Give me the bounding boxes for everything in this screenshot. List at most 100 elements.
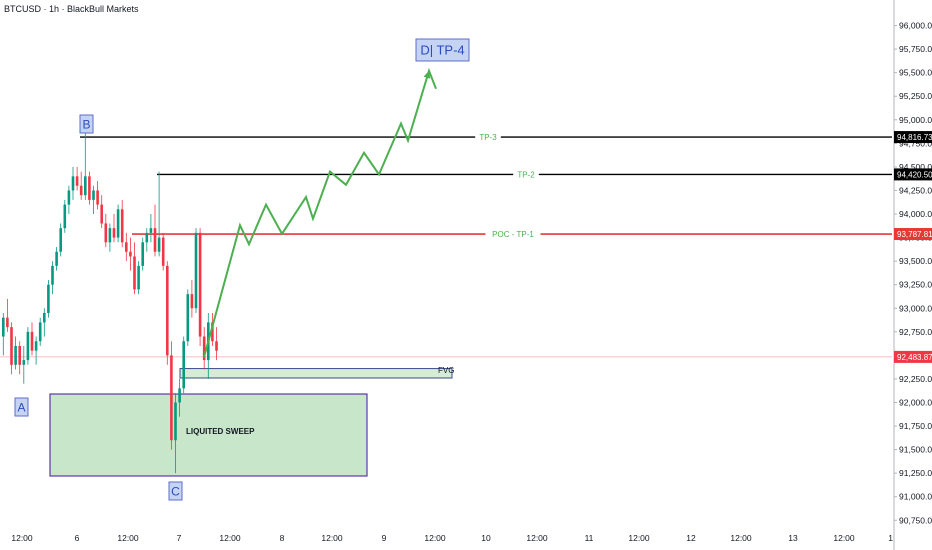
fvg-zone xyxy=(179,368,453,379)
candle-body xyxy=(170,355,173,441)
price-tick-label: 93,000.00 xyxy=(899,303,932,313)
candle-body xyxy=(84,176,87,196)
candle-body xyxy=(108,228,112,243)
candle-body xyxy=(55,251,58,266)
candle-body xyxy=(100,204,103,224)
price-tick-label: 92,000.00 xyxy=(899,397,932,407)
price-tag-tp-3 xyxy=(894,131,932,144)
candle-body xyxy=(34,341,38,351)
projection-path xyxy=(203,67,437,358)
candle-body xyxy=(10,327,13,365)
candle-body xyxy=(63,204,67,229)
current-price-tag xyxy=(894,350,932,363)
level-label-bg xyxy=(475,132,501,143)
point-label-a-box xyxy=(14,397,29,417)
zones-layer xyxy=(49,368,453,477)
candle-body xyxy=(59,228,62,252)
price-tick-label: 95,000.00 xyxy=(899,115,932,125)
candle-body xyxy=(14,345,17,365)
time-tick-label: 6 xyxy=(75,533,80,543)
price-tag-tp-2 xyxy=(894,168,932,181)
price-tag-text: 94,816.73 xyxy=(897,133,932,142)
liquidity-sweep-zone xyxy=(49,393,368,477)
current-price-tag-text: 92,483.87 xyxy=(897,353,932,362)
price-tick-label: 92,750.00 xyxy=(899,327,932,337)
candle-body xyxy=(166,265,169,356)
price-tick-label: 95,250.00 xyxy=(899,91,932,101)
price-tick-label: 94,750.00 xyxy=(899,138,932,148)
candle-body xyxy=(18,345,21,365)
candle-body xyxy=(149,228,153,233)
candle-body xyxy=(125,242,128,252)
time-tick-label: 7 xyxy=(177,533,182,543)
price-tick-label: 93,500.00 xyxy=(899,256,932,266)
point-label-c: C xyxy=(171,484,180,498)
candle-body xyxy=(215,341,218,351)
candle-body xyxy=(38,322,42,342)
time-tick-label: 13 xyxy=(788,533,798,543)
candle-body xyxy=(211,322,214,342)
candles-layer xyxy=(2,129,218,474)
candle-body xyxy=(182,341,185,389)
time-tick-label: 12:00 xyxy=(424,533,446,543)
point-label-a: A xyxy=(17,400,25,414)
price-tag-text: 94,420.50 xyxy=(897,170,932,179)
time-tick-label: 8 xyxy=(280,533,285,543)
labels-layer: A B C D| TP-4 FVG LIQUITED SWEEP xyxy=(14,38,470,501)
candle-body xyxy=(161,237,165,266)
level-label-tp-3: TP-3 xyxy=(479,133,497,142)
time-tick-label: 12:00 xyxy=(117,533,139,543)
price-tick-label: 96,000.00 xyxy=(899,21,932,31)
price-tick-label: 95,750.00 xyxy=(899,44,932,54)
candle-body xyxy=(67,190,71,205)
price-tick-label: 90,750.00 xyxy=(899,515,932,525)
candle-body xyxy=(198,232,202,337)
time-tick-label: 9 xyxy=(382,533,387,543)
candle-body xyxy=(186,294,190,342)
projection-arrowhead xyxy=(423,70,431,79)
candle-body xyxy=(174,402,177,441)
candle-body xyxy=(194,232,198,309)
time-axis[interactable]: 12:00 6 12:00 7 12:00 8 12:00 9 12:00 10 12:00 11 12… xyxy=(11,533,893,543)
candle-body xyxy=(30,331,34,351)
time-tick-label: 12:00 xyxy=(321,533,343,543)
point-label-d-tp4: D| TP-4 xyxy=(420,43,464,58)
candle-body xyxy=(96,190,99,205)
candle-body xyxy=(133,256,136,290)
price-tick-label: 91,750.00 xyxy=(899,421,932,431)
price-tick-label: 95,500.00 xyxy=(899,68,932,78)
candle-body xyxy=(2,317,5,337)
candle-body xyxy=(190,294,194,309)
candle-body xyxy=(120,209,124,243)
point-label-b-box xyxy=(79,114,94,134)
price-tick-label: 93,250.00 xyxy=(899,280,932,290)
candle-body xyxy=(6,317,9,328)
candle-body xyxy=(104,223,108,243)
point-label-d-tp4-box xyxy=(415,38,470,62)
level-label-bg xyxy=(485,229,541,240)
candle-body xyxy=(75,176,79,186)
sweep-label: LIQUITED SWEEP xyxy=(186,427,255,436)
projection-layer xyxy=(203,67,437,358)
candle-body xyxy=(47,284,50,313)
chart-title: BTCUSD · 1h · BlackBull Markets xyxy=(4,4,139,14)
candle-body xyxy=(137,265,140,290)
price-tick-label: 94,250.00 xyxy=(899,185,932,195)
time-tick-label: 12 xyxy=(686,533,696,543)
fvg-label: FVG xyxy=(438,366,454,375)
time-tick-label: 12:00 xyxy=(833,533,855,543)
candle-body xyxy=(79,185,83,196)
candle-body xyxy=(43,312,46,323)
price-tick-label: 94,500.00 xyxy=(899,162,932,172)
candle-body xyxy=(26,331,30,361)
levels-layer: TP-3 TP-2 POC - TP-1 xyxy=(0,132,892,358)
level-label-poc: POC - TP-1 xyxy=(492,230,534,239)
price-tag-poc xyxy=(894,228,932,241)
time-tick-label: 10 xyxy=(481,533,491,543)
price-axis[interactable]: 96,000.00 95,750.00 95,500.00 95,250.00 95,0… xyxy=(893,0,932,550)
candle-body xyxy=(88,176,91,200)
price-tick-label: 91,500.00 xyxy=(899,445,932,455)
candle-body xyxy=(92,190,95,200)
level-label-tp-2: TP-2 xyxy=(517,170,535,179)
